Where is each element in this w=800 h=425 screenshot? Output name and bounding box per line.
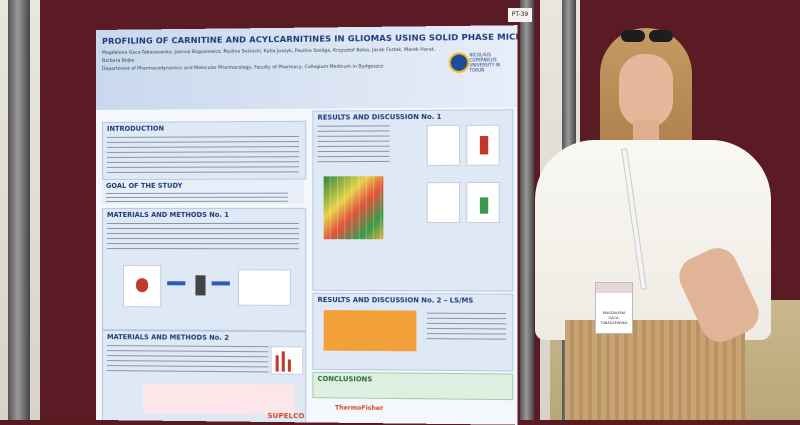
scientific-poster: PROFILING OF CARNITINE AND ACYLCARNITINE… bbox=[96, 25, 518, 425]
affiliation-text: Department of Pharmacodynamics and Molec… bbox=[102, 64, 383, 72]
methods-1-heading: MATERIALS AND METHODS No. 1 bbox=[107, 211, 229, 219]
spectrum-chart bbox=[271, 346, 304, 375]
stand-pole bbox=[8, 0, 30, 420]
box-plot bbox=[466, 125, 499, 166]
presenter: MAGDALENA GACA-TABASZEWSKA bbox=[525, 20, 785, 420]
correlation-heatmap bbox=[324, 176, 384, 239]
goal-heading: GOAL OF THE STUDY bbox=[106, 182, 182, 190]
results-1-text bbox=[318, 125, 390, 166]
goal-box: GOAL OF THE STUDY bbox=[102, 179, 304, 204]
instrument-photo bbox=[238, 269, 291, 306]
poster-authors: Magdalena Gaca-Tabaszewska, Joanna Bogus… bbox=[102, 47, 438, 74]
methods-1-box: MATERIALS AND METHODS No. 1 bbox=[102, 208, 306, 331]
box-plot bbox=[427, 125, 460, 166]
tissue-photo bbox=[123, 265, 161, 307]
goal-text bbox=[106, 193, 288, 202]
methods-1-text bbox=[107, 223, 299, 253]
spme-device-icon bbox=[195, 275, 205, 295]
poster-title: PROFILING OF CARNITINE AND ACYLCARNITINE… bbox=[102, 31, 511, 46]
face bbox=[619, 54, 673, 128]
conclusions-heading: CONCLUSIONS bbox=[318, 375, 373, 384]
results-table bbox=[324, 310, 417, 351]
results-2-text bbox=[427, 313, 506, 344]
workflow-diagram bbox=[143, 383, 295, 415]
methods-2-heading: MATERIALS AND METHODS No. 2 bbox=[107, 333, 229, 342]
sponsor-logo-supelco: SUPELCO bbox=[267, 412, 304, 420]
sunglasses-icon bbox=[617, 30, 677, 42]
chart-bar bbox=[288, 359, 291, 371]
box-plot bbox=[427, 182, 460, 223]
badge-name: MAGDALENA GACA-TABASZEWSKA bbox=[598, 311, 630, 326]
university-logo bbox=[449, 52, 470, 73]
methods-2-text bbox=[107, 345, 268, 374]
arrow-icon bbox=[212, 281, 230, 285]
results-2-box: RESULTS AND DISCUSSION No. 2 – LS/MS bbox=[312, 293, 513, 372]
arrow-icon bbox=[167, 281, 185, 285]
introduction-heading: INTRODUCTION bbox=[107, 125, 164, 133]
tissue-sample bbox=[136, 278, 148, 292]
chart-bar bbox=[276, 355, 279, 371]
results-1-heading: RESULTS AND DISCUSSION No. 1 bbox=[318, 113, 442, 122]
chart-bar bbox=[480, 136, 488, 154]
name-badge: MAGDALENA GACA-TABASZEWSKA bbox=[595, 282, 633, 334]
introduction-text bbox=[107, 136, 299, 177]
methods-2-box: MATERIALS AND METHODS No. 2 bbox=[102, 330, 306, 424]
box-plot bbox=[466, 182, 499, 223]
sponsor-logo-thermofisher: ThermoFisher bbox=[335, 404, 383, 412]
poster-header: PROFILING OF CARNITINE AND ACYLCARNITINE… bbox=[96, 25, 518, 110]
introduction-box: INTRODUCTION bbox=[102, 121, 306, 180]
results-1-box: RESULTS AND DISCUSSION No. 1 bbox=[312, 109, 513, 291]
conclusions-box: CONCLUSIONS bbox=[312, 372, 513, 400]
results-2-heading: RESULTS AND DISCUSSION No. 2 – LS/MS bbox=[318, 296, 474, 305]
badge-header bbox=[596, 283, 632, 293]
authors-text: Magdalena Gaca-Tabaszewska, Joanna Bogus… bbox=[102, 48, 435, 64]
chart-bar bbox=[480, 197, 488, 213]
university-name: NICOLAUS COPERNICUS UNIVERSITY IN TORUŃ bbox=[469, 52, 515, 73]
chart-bar bbox=[282, 351, 285, 371]
